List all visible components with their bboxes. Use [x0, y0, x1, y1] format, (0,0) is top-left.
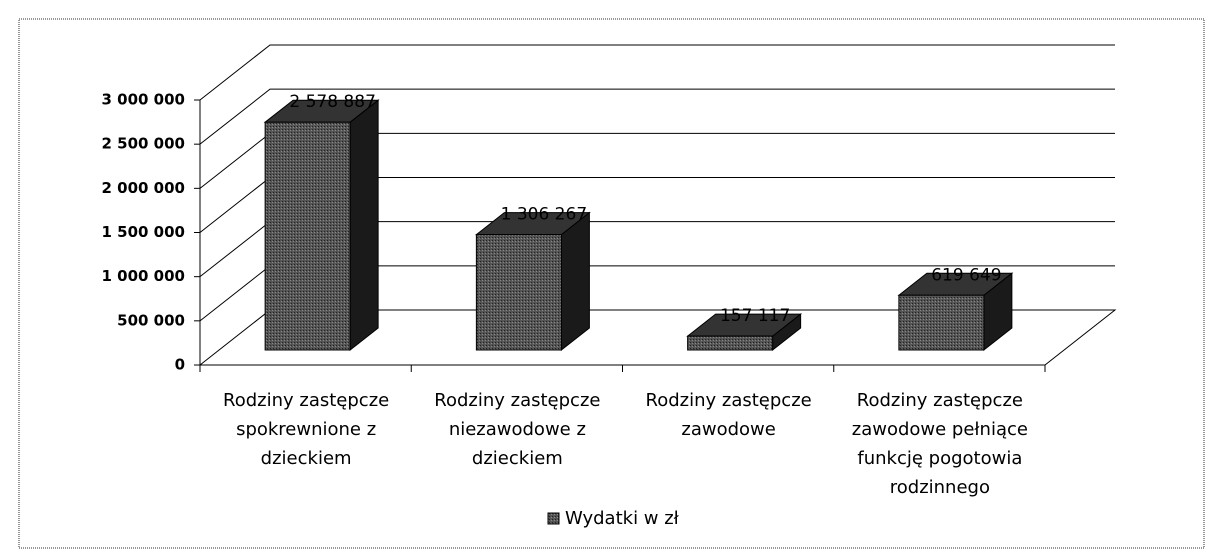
- bar-side: [349, 99, 379, 352]
- y-tick-label: 1 500 000: [101, 223, 185, 241]
- frame: [18, 18, 1205, 549]
- legend-label: Wydatki w zł: [565, 508, 680, 529]
- x-tick-label: Rodziny zastępcze niezawodowe z dzieckie…: [434, 390, 601, 469]
- bar-side: [560, 211, 590, 352]
- x-tick-label: Rodziny zastępcze zawodowe: [645, 390, 812, 440]
- y-tick-label: 2 500 000: [101, 135, 185, 153]
- value-label: 1 306 267: [501, 205, 588, 225]
- bar: [475, 234, 562, 351]
- y-tick-label: 1 000 000: [101, 267, 185, 285]
- y-tick-label: 3 000 000: [101, 91, 185, 109]
- grid-line: [199, 88, 1115, 145]
- value-label: 619 649: [931, 265, 1001, 285]
- bar: [264, 121, 351, 351]
- bar: [898, 294, 985, 351]
- bar: [687, 335, 774, 351]
- grid-line: [199, 44, 1115, 101]
- y-tick-label: 2 000 000: [101, 179, 185, 197]
- y-tick-label: 0: [175, 356, 185, 374]
- x-tick-label: Rodziny zastępcze spokrewnione z dziecki…: [223, 390, 390, 469]
- legend-swatch: [547, 512, 560, 525]
- y-tick-label: 500 000: [117, 311, 185, 329]
- x-tick-label: Rodziny zastępcze zawodowe pełniące funk…: [851, 390, 1028, 498]
- value-label: 2 578 887: [289, 92, 376, 112]
- value-label: 157 117: [720, 306, 790, 326]
- floor: [199, 309, 1117, 366]
